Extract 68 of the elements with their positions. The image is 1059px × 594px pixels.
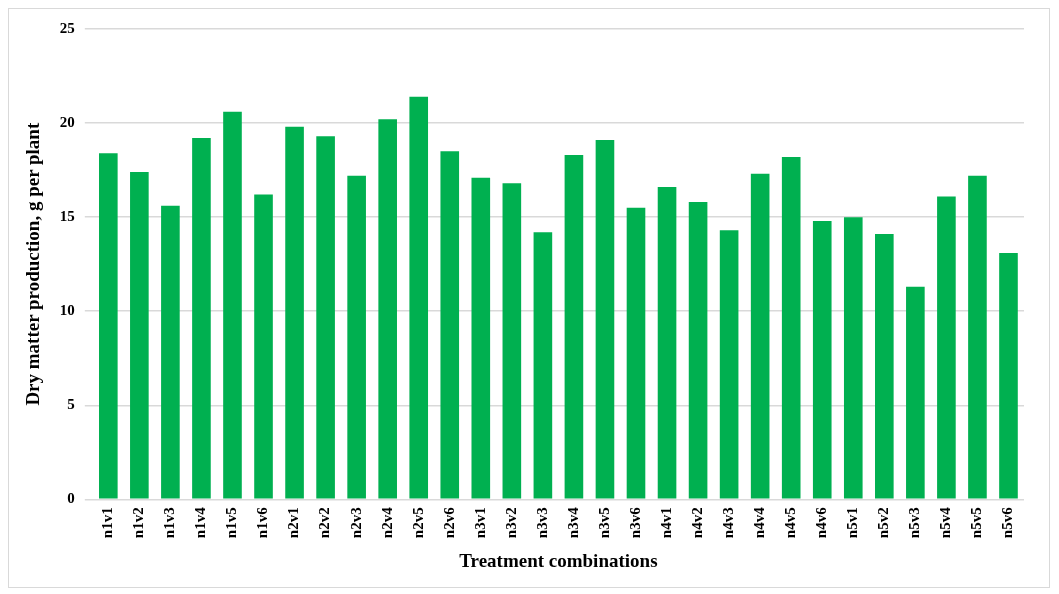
bar	[99, 153, 118, 499]
bar	[347, 175, 366, 499]
bar	[254, 194, 273, 499]
bar	[409, 96, 429, 499]
bar	[223, 111, 242, 499]
bar	[595, 140, 615, 499]
x-tick-label: n1v6	[254, 506, 271, 539]
bar	[968, 175, 987, 499]
bar	[471, 177, 491, 499]
y-tick-label: 5	[67, 396, 75, 413]
y-tick-label: 20	[59, 113, 75, 130]
x-tick-label: n1v1	[99, 507, 116, 539]
y-tick-label: 15	[59, 208, 75, 225]
x-tick-label: n4v3	[719, 507, 736, 539]
x-tick-label: n4v5	[782, 507, 799, 539]
x-tick-label: n3v1	[471, 507, 488, 539]
x-tick-label: n4v6	[813, 506, 830, 539]
x-tick-label: n2v6	[440, 506, 457, 539]
x-tick-label: n3v4	[564, 506, 581, 539]
x-axis-title: Treatment combinations	[459, 549, 658, 571]
x-tick-label: n3v2	[502, 507, 519, 539]
x-tick-label: n5v2	[875, 507, 892, 539]
y-tick-label: 10	[59, 302, 75, 319]
bar	[999, 252, 1018, 499]
bar	[626, 207, 646, 499]
bar	[502, 183, 522, 499]
bar	[719, 230, 739, 499]
bar	[688, 202, 708, 499]
bar	[316, 136, 335, 499]
x-tick-label: n3v6	[626, 506, 643, 539]
x-tick-label: n3v3	[533, 507, 550, 539]
x-tick-label: n4v2	[688, 507, 705, 539]
bar	[657, 187, 677, 499]
x-tick-label: n5v6	[999, 506, 1016, 539]
bar	[843, 217, 863, 499]
bar	[533, 232, 553, 499]
x-tick-label: n2v2	[316, 507, 333, 539]
x-tick-label: n4v1	[657, 507, 674, 539]
bar	[130, 171, 149, 499]
bar	[812, 220, 832, 499]
bar	[906, 286, 925, 499]
x-tick-label: n5v4	[937, 506, 954, 539]
bar	[750, 173, 770, 499]
x-tick-label: n2v5	[409, 507, 426, 539]
bar	[440, 151, 460, 499]
x-tick-label: n5v3	[906, 507, 923, 539]
x-tick-label: n4v4	[751, 506, 768, 539]
x-tick-label: n1v5	[223, 507, 240, 539]
bar	[192, 138, 211, 499]
bar	[285, 126, 304, 499]
x-tick-label: n3v5	[595, 507, 612, 539]
y-tick-label: 0	[67, 490, 75, 507]
x-tick-label: n1v3	[161, 507, 178, 539]
bar	[161, 205, 180, 499]
y-tick-label: 25	[59, 19, 75, 36]
bar	[781, 156, 801, 499]
x-tick-label: n2v1	[285, 507, 302, 539]
x-tick-label: n2v4	[378, 506, 395, 539]
y-axis-title: Dry matter production, g per plant	[22, 122, 44, 406]
bar	[875, 234, 894, 499]
x-tick-label: n5v1	[844, 507, 861, 539]
x-tick-label: n2v3	[347, 507, 364, 539]
bar	[378, 119, 397, 499]
x-tick-label: n5v5	[968, 507, 985, 539]
x-tick-label: n1v4	[192, 506, 209, 539]
x-tick-label: n1v2	[130, 507, 147, 539]
bar	[564, 155, 584, 499]
bar	[937, 196, 956, 499]
